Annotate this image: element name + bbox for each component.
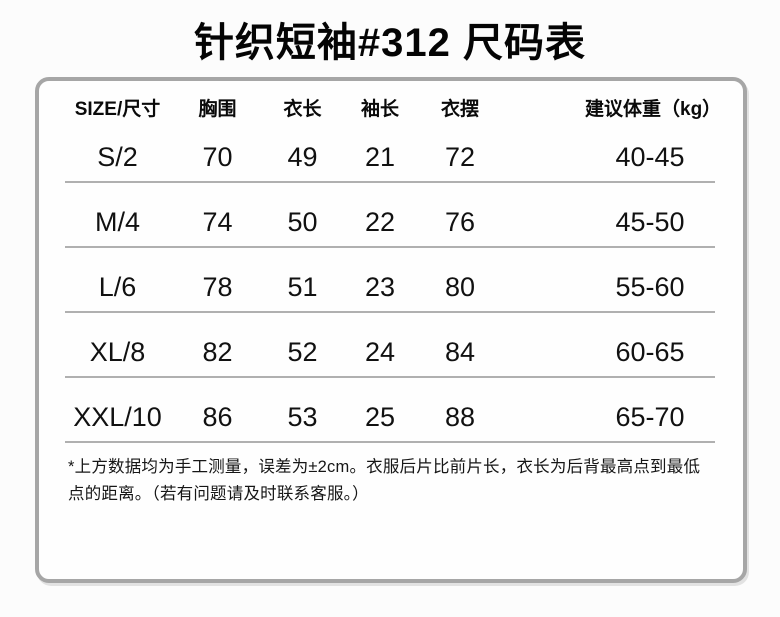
bust-cell: 82	[202, 336, 233, 367]
col-header-length: 衣长	[283, 99, 322, 120]
col-header-size: SIZE/尺寸	[74, 99, 161, 120]
measurement-note: *上方数据均为手工测量，误差为±2cm。衣服后片比前片长，衣长为后背最高点到最低…	[68, 458, 701, 503]
hem-cell: 80	[444, 271, 476, 302]
size-label-cell: L/6	[98, 271, 137, 302]
size-label-cell: S/2	[97, 141, 138, 172]
table-row-m: M/4 74 50 22 76 45-50	[65, 183, 715, 248]
hem-cell: 76	[444, 206, 476, 237]
bust-cell: 86	[202, 401, 233, 432]
sleeve-cell: 25	[364, 401, 396, 432]
table-row-xl: XL/8 82 52 24 84 60-65	[65, 313, 715, 378]
weight-cell: 55-60	[615, 271, 685, 302]
col-header-sleeve: 袖长	[360, 99, 399, 120]
size-label-cell: XXL/10	[73, 401, 162, 432]
length-cell: 52	[287, 336, 318, 367]
page-title: 针织短袖#312 尺码表	[193, 21, 587, 65]
col-header-weight: 建议体重（kg）	[585, 99, 722, 120]
length-cell: 51	[287, 271, 318, 302]
sleeve-cell: 24	[364, 336, 396, 367]
bust-cell: 70	[202, 141, 233, 172]
weight-cell: 65-70	[615, 401, 685, 432]
length-cell: 49	[287, 141, 318, 172]
sleeve-cell: 23	[364, 271, 396, 302]
col-header-bust: 胸围	[198, 99, 237, 120]
weight-cell: 40-45	[615, 141, 685, 172]
weight-cell: 60-65	[615, 336, 685, 367]
hem-cell: 88	[444, 401, 476, 432]
bust-cell: 74	[202, 206, 233, 237]
table-row-s: S/2 70 49 21 72 40-45	[65, 121, 715, 183]
size-chart-card: SIZE/尺寸 胸围 衣长 袖长 衣摆 建议体重（kg） S/2 70 49 2…	[35, 77, 747, 583]
sleeve-cell: 21	[364, 141, 396, 172]
table-row-xxl: XXL/10 86 53 25 88 65-70	[65, 378, 715, 443]
size-table: SIZE/尺寸 胸围 衣长 袖长 衣摆 建议体重（kg） S/2 70 49 2…	[65, 81, 722, 443]
length-cell: 50	[287, 206, 318, 237]
table-row-l: L/6 78 51 23 80 55-60	[65, 248, 715, 313]
length-cell: 53	[287, 401, 318, 432]
sleeve-cell: 22	[364, 206, 396, 237]
bust-cell: 78	[202, 271, 233, 302]
size-label-cell: XL/8	[89, 336, 146, 367]
size-label-cell: M/4	[94, 206, 140, 237]
hem-cell: 84	[444, 336, 476, 367]
weight-cell: 45-50	[615, 206, 685, 237]
table-header-row: SIZE/尺寸 胸围 衣长 袖长 衣摆 建议体重（kg）	[65, 81, 722, 121]
col-header-hem: 衣摆	[440, 99, 479, 120]
hem-cell: 72	[444, 141, 476, 172]
